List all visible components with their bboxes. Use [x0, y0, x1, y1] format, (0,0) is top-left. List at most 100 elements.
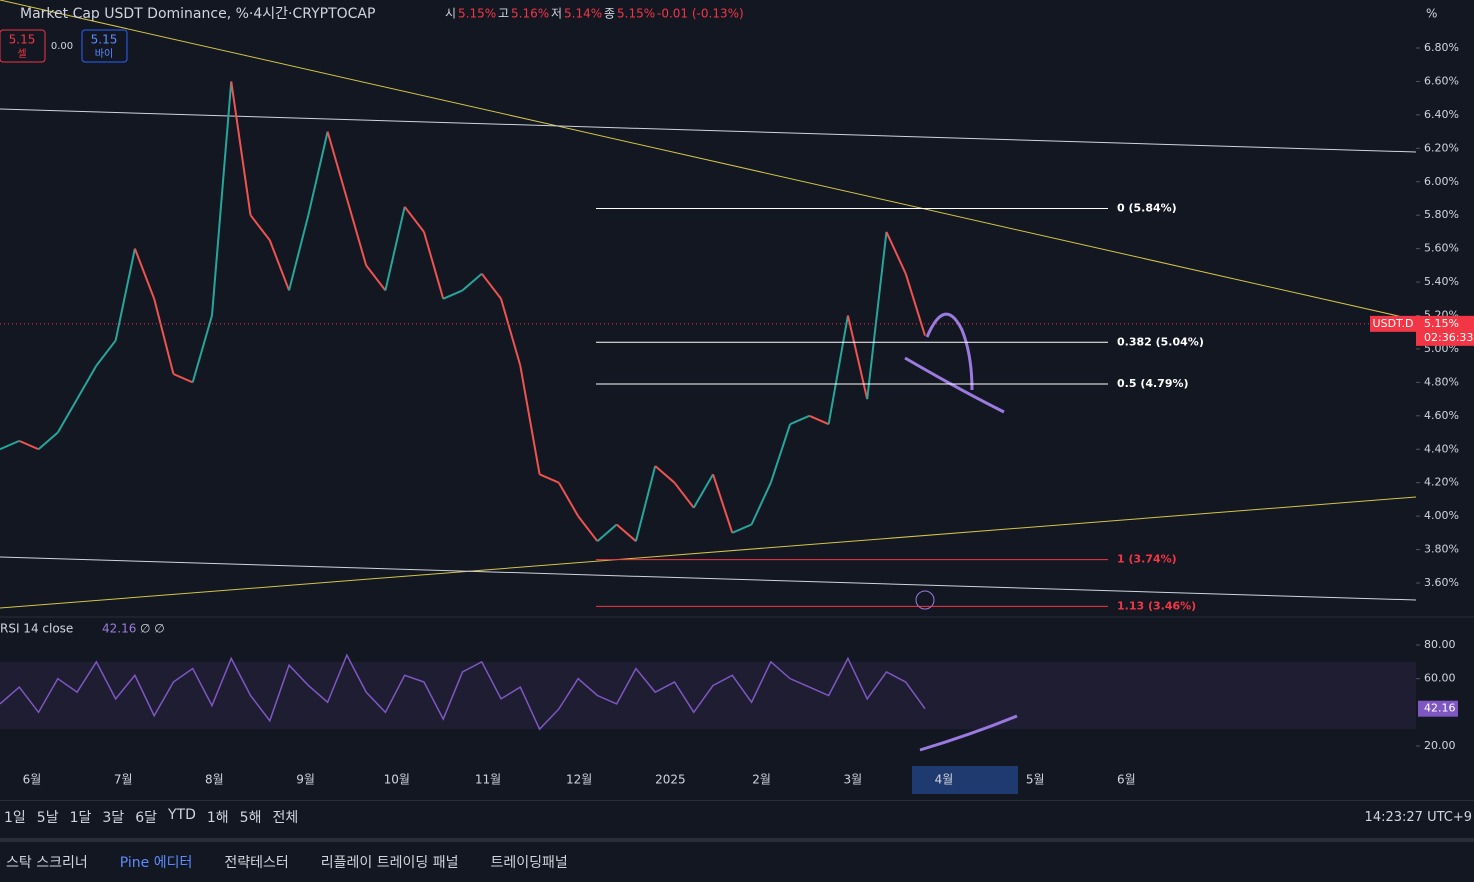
price-segment — [345, 198, 368, 266]
y-tick-label: 3.60% — [1424, 576, 1459, 589]
y-tick-label: 3.80% — [1424, 543, 1459, 556]
price-segment — [577, 515, 599, 542]
price-segment — [692, 473, 714, 509]
y-tick-label: 6.80% — [1424, 41, 1459, 54]
price-segment — [288, 214, 310, 291]
rsi-value: 42.16 — [102, 622, 136, 636]
tab[interactable]: Pine 에디터 — [119, 855, 193, 871]
x-tick-label: 7월 — [114, 773, 133, 787]
range-button[interactable]: 6달 — [135, 810, 157, 826]
price-segment — [750, 482, 772, 525]
price-segment — [173, 373, 194, 384]
range-button[interactable]: 1일 — [4, 810, 26, 826]
ohlc-value: 5.15% — [617, 7, 655, 21]
price-segment — [230, 81, 252, 216]
y-tick-label: 5.40% — [1424, 275, 1459, 288]
unit-button[interactable]: % — [1426, 7, 1437, 21]
price-segment — [596, 523, 618, 542]
x-tick-label: 8월 — [205, 773, 224, 787]
symbol-tag — [1370, 315, 1416, 332]
price-segment — [846, 315, 869, 400]
price-segment — [37, 431, 59, 451]
x-tick-label: 6월 — [23, 773, 42, 787]
y-tick-label: 4.60% — [1424, 409, 1459, 422]
price-segment — [114, 248, 136, 341]
trendline — [0, 556, 1417, 601]
price-segment — [56, 398, 78, 434]
chart-title: Market Cap USDT Dominance, %·4시간·CRYPTOC… — [20, 6, 375, 22]
rsi-extra: ∅ ∅ — [140, 622, 165, 636]
y-tick-label: 6.20% — [1424, 141, 1459, 154]
price-segment — [654, 465, 676, 484]
x-tick-label: 9월 — [296, 773, 315, 787]
time-selection — [912, 766, 1018, 794]
tab[interactable]: 리플레이 트레이딩 패널 — [320, 855, 459, 871]
x-tick-label: 11월 — [475, 773, 501, 787]
price-segment — [808, 414, 830, 426]
tab[interactable]: 트레이딩패널 — [490, 855, 568, 871]
price-segment — [0, 439, 20, 451]
fib-label: 0.382 (5.04%) — [1117, 335, 1204, 348]
change: -0.01 (-0.13%) — [657, 7, 744, 21]
price-axis-bg — [1416, 0, 1474, 796]
x-tick-label: 2025 — [655, 773, 686, 787]
y-tick-label: 6.00% — [1424, 175, 1459, 188]
sell-button[interactable] — [0, 29, 46, 63]
tab[interactable]: 스탁 스크리너 — [6, 855, 88, 871]
y-tick-label: 6.40% — [1424, 108, 1459, 121]
price-segment — [827, 315, 849, 425]
range-button[interactable]: 1달 — [69, 810, 92, 826]
sell-price: 5.15 — [9, 33, 36, 47]
range-button[interactable]: 5해 — [239, 810, 262, 826]
price-segment — [403, 206, 425, 233]
rsi-band — [0, 661, 1416, 730]
x-tick-label: 3월 — [843, 773, 862, 787]
price-segment — [500, 298, 522, 366]
price-segment — [95, 339, 117, 367]
drawing — [904, 356, 1005, 414]
x-tick-label: 4월 — [935, 773, 954, 787]
price-segment — [480, 273, 502, 300]
price-segment — [307, 131, 329, 216]
symbol-label: USDT.D — [1373, 317, 1414, 330]
price-segment — [210, 81, 233, 316]
ohlc-value: 5.16% — [511, 7, 549, 21]
price-segment — [133, 248, 156, 300]
range-toolbar: 1일 5날 1달 3달 6달 YTD 1해 5해 전체 14:23:27 UTC+9 — [0, 800, 1474, 833]
x-tick-label: 12월 — [566, 773, 592, 787]
price-segment — [153, 298, 175, 375]
fib-label: 1 (3.74%) — [1117, 553, 1177, 566]
price-tag — [1416, 315, 1474, 346]
buy-button[interactable] — [81, 29, 128, 63]
x-tick-label: 2월 — [752, 773, 771, 787]
price-segment — [712, 474, 734, 534]
x-tick-label: 10월 — [384, 773, 410, 787]
y-tick-label: 4.40% — [1424, 442, 1459, 455]
price-segment — [326, 131, 348, 199]
rsi-tag — [1418, 700, 1458, 717]
rsi-title: RSI 14 close — [0, 622, 73, 636]
range-button[interactable]: 1해 — [206, 810, 229, 826]
price-segment — [904, 273, 926, 336]
range-button[interactable]: YTD — [167, 807, 196, 823]
price-segment — [442, 289, 463, 300]
rsi-tick-label: 60.00 — [1424, 672, 1456, 685]
price-segment — [249, 214, 271, 241]
tab[interactable]: 전략테스터 — [224, 855, 289, 871]
ohlc-key: 종 — [604, 7, 615, 21]
x-tick-label: 5월 — [1026, 773, 1045, 787]
event-icon[interactable] — [915, 590, 935, 610]
range-button[interactable]: 5날 — [36, 810, 59, 826]
y-tick-label: 4.80% — [1424, 375, 1459, 388]
y-tick-label: 4.20% — [1424, 476, 1459, 489]
price-segment — [731, 523, 752, 534]
range-button[interactable]: 3달 — [102, 810, 125, 826]
y-tick-label: 5.60% — [1424, 242, 1459, 255]
y-tick-label: 6.60% — [1424, 74, 1459, 87]
price-segment — [365, 264, 387, 292]
sell-label: 셀 — [17, 48, 26, 60]
range-button[interactable]: 전체 — [272, 810, 299, 826]
price-segment — [885, 231, 907, 275]
fib-label: 1.13 (3.46%) — [1117, 599, 1196, 612]
price-segment — [422, 231, 445, 300]
